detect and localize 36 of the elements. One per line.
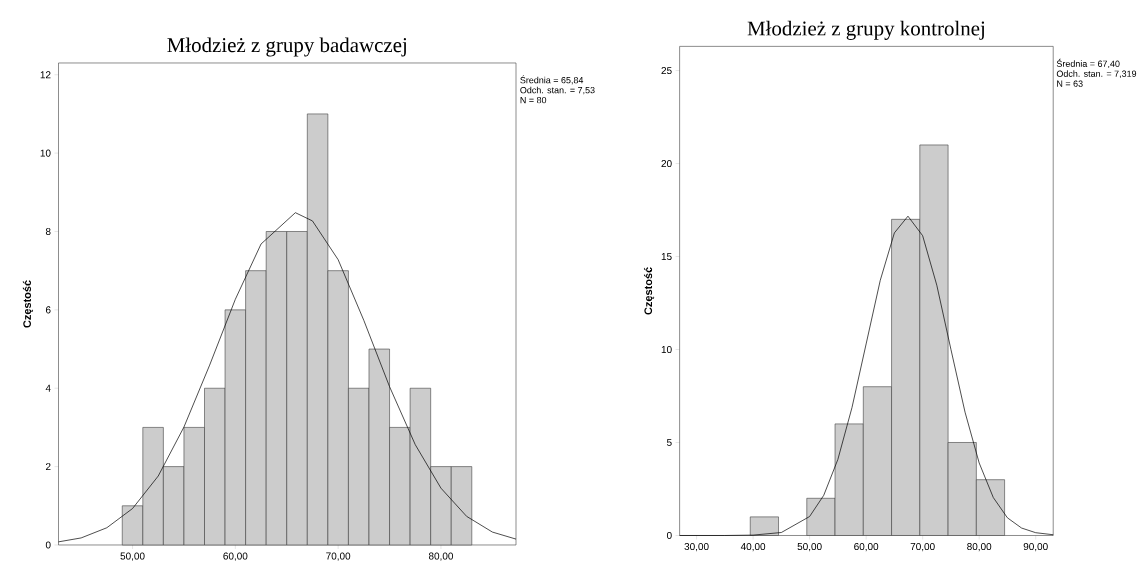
text: Średnia = 67,40	[1056, 58, 1120, 68]
text: N = 63	[1057, 80, 1083, 87]
chart-title: Młodzież z grupy badawczej	[167, 37, 406, 57]
y-tick-label: 0	[666, 531, 672, 540]
y-tick-label: 20	[661, 160, 672, 168]
line-series	[58, 212, 517, 543]
y-tick-label: 10	[661, 345, 672, 354]
text: Odch. stan. = 7,53	[520, 86, 595, 95]
x-tick-label: 40,00	[740, 543, 766, 552]
x-tick-label: 80,00	[428, 552, 454, 561]
y-tick-label: 0	[45, 541, 51, 549]
y-tick-label: 4	[45, 384, 51, 392]
text: Średnia = 65,84	[520, 75, 584, 85]
x-tick-label: 70,00	[326, 552, 351, 561]
text: N = 80	[520, 96, 547, 104]
x-tick-label: 30,00	[684, 543, 709, 552]
x-tick-label: 60,00	[854, 543, 879, 552]
x-tick-label: 90,00	[1023, 543, 1048, 552]
x-tick-label: 70,00	[910, 543, 935, 552]
chart-title: Młodzież z grupy kontrolnej	[747, 20, 985, 40]
y-tick-label: 2	[45, 463, 51, 471]
y-axis-title: Częstość	[643, 267, 655, 315]
y-tick-label: 5	[666, 439, 672, 446]
x-tick-label: 60,00	[223, 552, 248, 561]
x-tick-label: 80,00	[967, 543, 992, 552]
x-tick-label: 50,00	[120, 552, 145, 561]
y-tick-label: 25	[661, 67, 672, 75]
y-tick-label: 12	[40, 71, 51, 79]
y-axis-title: Częstość	[22, 280, 34, 328]
y-tick-label: 10	[40, 149, 51, 157]
text: Odch. stan. = 7,319	[1056, 70, 1137, 78]
y-tick-label: 15	[661, 253, 672, 260]
x-tick-label: 50,00	[797, 543, 822, 552]
line-series	[679, 215, 1054, 536]
y-tick-label: 6	[45, 306, 51, 314]
y-tick-label: 8	[45, 227, 51, 236]
